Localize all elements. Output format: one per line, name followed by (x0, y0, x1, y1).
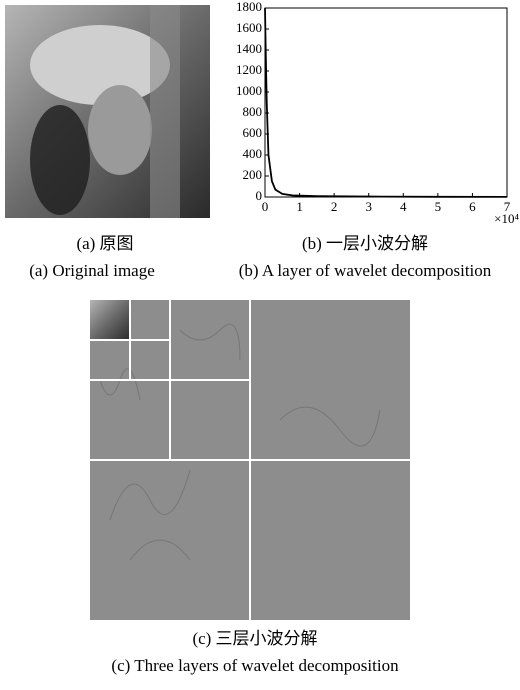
x-tick-label: 2 (331, 199, 338, 214)
y-tick-label: 200 (243, 167, 263, 182)
x-tick-label: 1 (296, 199, 303, 214)
y-tick-label: 400 (243, 146, 263, 161)
original-image (5, 5, 210, 218)
data-line (265, 8, 507, 197)
caption-cn: (b) 一层小波分解 (302, 234, 428, 253)
x-tick-label: 4 (400, 199, 407, 214)
y-tick-label: 1400 (236, 41, 262, 56)
page: (a) 原图 (a) Original image 0 200 400 600 800 1… (0, 0, 520, 685)
y-tick-label: 1800 (236, 0, 262, 14)
caption-cn: (c) 三层小波分解 (192, 629, 317, 648)
x-tick-label: 5 (435, 199, 442, 214)
plot-frame (265, 8, 507, 197)
x-tick-label: 0 (262, 199, 269, 214)
caption-en: (c) Three layers of wavelet decompositio… (111, 656, 399, 675)
caption-cn: (a) 原图 (76, 234, 133, 253)
figure: (a) 原图 (a) Original image 0 200 400 600 800 1… (0, 0, 520, 685)
x-tick-label: 6 (469, 199, 476, 214)
y-tick-label: 1600 (236, 20, 262, 35)
x-multiplier: ×10⁴ (494, 211, 519, 226)
y-tick-label: 600 (243, 125, 263, 140)
wavelet-image (90, 300, 410, 620)
caption-en: (b) A layer of wavelet decomposition (239, 261, 492, 280)
x-tick-label: 3 (365, 199, 372, 214)
y-tick-label: 1200 (236, 62, 262, 77)
caption-en: (a) Original image (29, 261, 155, 280)
y-tick-label: 1000 (236, 83, 262, 98)
y-tick-label: 800 (243, 104, 263, 119)
